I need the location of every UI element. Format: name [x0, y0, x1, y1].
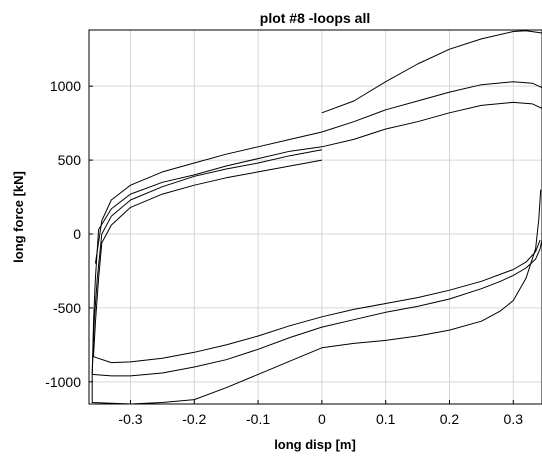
- y-tick-label: 1000: [50, 78, 81, 94]
- x-axis-label: long disp [m]: [274, 437, 356, 452]
- y-axis-label: long force [kN]: [11, 171, 26, 263]
- series-line-3: [91, 101, 542, 404]
- series-line-2: [91, 149, 542, 377]
- x-tick-label: 0.3: [504, 411, 524, 427]
- series-line-5: [321, 30, 542, 114]
- x-tick-label: 0.1: [376, 411, 396, 427]
- series-line-4: [94, 81, 542, 264]
- x-tick-label: -0.3: [118, 411, 142, 427]
- y-tick-label: 500: [58, 152, 82, 168]
- series-line-1: [93, 159, 541, 364]
- x-tick-label: 0.2: [440, 411, 460, 427]
- y-tick-label: -1000: [45, 374, 81, 390]
- x-axis: -0.3 -0.2 -0.1 0 0.1 0.2 0.3: [118, 400, 523, 427]
- plot-area: [91, 30, 542, 404]
- y-tick-label: 0: [73, 226, 81, 242]
- x-tick-label: -0.1: [246, 411, 270, 427]
- y-tick-label: -500: [53, 300, 81, 316]
- x-tick-label: 0: [318, 411, 326, 427]
- y-axis: -1000 -500 0 500 1000: [45, 78, 93, 390]
- chart-title: plot #8 -loops all: [260, 10, 370, 26]
- x-tick-label: -0.2: [182, 411, 206, 427]
- plot-frame: [88, 29, 542, 405]
